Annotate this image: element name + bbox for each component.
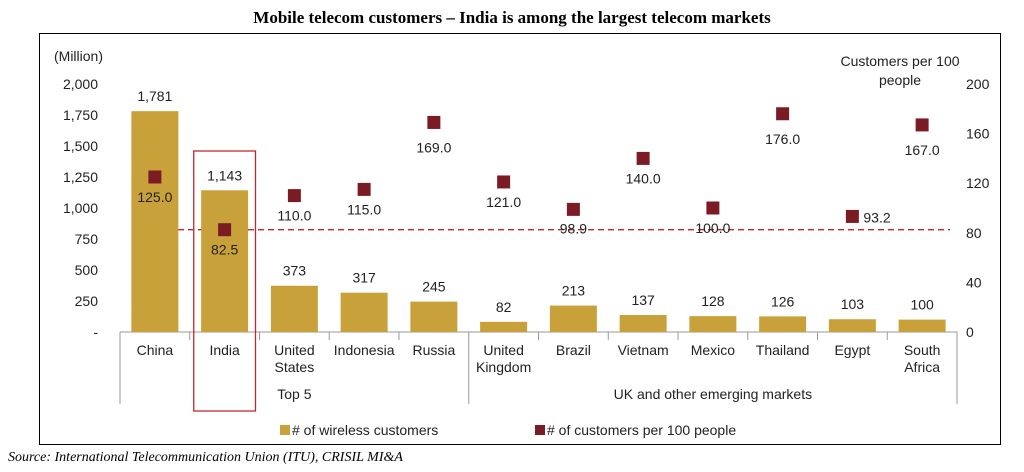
y-tick-label: 1,000 (63, 200, 98, 216)
marker-value-label: 121.0 (486, 194, 521, 210)
marker-point (357, 182, 371, 196)
bar (340, 292, 388, 332)
x-tick-label: Thailand (756, 342, 810, 358)
marker-point (218, 223, 232, 237)
x-tick-label: Russia (412, 342, 455, 358)
highlight-box (193, 150, 257, 412)
marker-value-label: 115.0 (347, 201, 381, 217)
x-tick-label: United (483, 342, 523, 358)
marker-point (915, 118, 929, 132)
y-right-tick-label: 160 (966, 126, 990, 142)
x-tick-label: Mexico (691, 342, 736, 358)
bar-value-label: 103 (841, 296, 865, 312)
bar-value-label: 1,143 (207, 167, 242, 183)
bar-value-label: 82 (496, 299, 512, 315)
x-tick-label: Brazil (556, 342, 591, 358)
bar-value-label: 137 (631, 292, 655, 308)
marker-point (566, 202, 580, 216)
x-tick-label: United (274, 342, 314, 358)
legend-swatch-bars (280, 425, 290, 435)
y-right-axis-label: people (879, 72, 921, 88)
marker-value-label: 100.0 (695, 220, 730, 236)
marker-point (845, 209, 859, 223)
y-right-axis-label: Customers per 100 (840, 53, 959, 69)
bar (270, 285, 318, 332)
bar (689, 316, 737, 332)
bar (898, 319, 946, 332)
marker-point (776, 107, 790, 121)
y-right-tick-label: 0 (966, 324, 974, 340)
legend-label: # of wireless customers (292, 422, 438, 438)
bar (410, 301, 458, 332)
y-axis-label: (Million) (54, 48, 103, 64)
chart-canvas: (Million) - 250 500 750 1,000 1,250 1,500 1,750 2… (54, 48, 990, 438)
y-tick-label: 250 (75, 293, 99, 309)
y-tick-label: 750 (75, 231, 99, 247)
marker-value-label: 93.2 (863, 209, 890, 225)
bar (759, 316, 807, 332)
y-tick-label: 1,500 (63, 138, 98, 154)
x-tick-label: States (275, 359, 315, 375)
marker-value-label: 125.0 (137, 189, 172, 205)
source-note: Source: International Telecommunication … (8, 450, 403, 465)
y-tick-label: 2,000 (63, 76, 98, 92)
marker-point (706, 201, 720, 215)
group-label: UK and other emerging markets (614, 386, 812, 402)
bar-value-label: 213 (562, 283, 586, 299)
x-tick-label: India (209, 342, 240, 358)
bar (549, 305, 597, 332)
marker-point (497, 175, 511, 189)
marker-value-label: 169.0 (416, 139, 451, 155)
marker-point (636, 151, 650, 165)
bar-value-label: 373 (283, 263, 307, 279)
x-tick-label: Egypt (834, 342, 870, 358)
marker-value-label: 98.9 (560, 220, 587, 236)
bar-value-label: 128 (701, 293, 725, 309)
y-right-tick-label: 120 (966, 175, 990, 191)
bar-value-label: 100 (910, 297, 934, 313)
marker-value-label: 176.0 (765, 131, 800, 147)
bar-value-label: 317 (352, 270, 376, 286)
bar (131, 111, 179, 332)
y-tick-label: 1,250 (63, 169, 98, 185)
bar (480, 321, 528, 332)
x-tick-label: Indonesia (334, 342, 395, 358)
y-tick-label: 1,750 (63, 107, 98, 123)
x-tick-label: South (904, 342, 941, 358)
y-right-tick-label: 40 (966, 274, 982, 290)
y-tick-label: - (93, 324, 98, 340)
marker-value-label: 140.0 (626, 170, 661, 186)
x-tick-label: China (137, 342, 174, 358)
marker-value-label: 110.0 (277, 208, 311, 224)
marker-value-label: 167.0 (905, 142, 940, 158)
marker-point (287, 189, 301, 203)
marker-point (148, 170, 162, 184)
legend-label: # of customers per 100 people (547, 422, 736, 438)
bar (201, 190, 249, 332)
chart-frame: (Million) - 250 500 750 1,000 1,250 1,500 1,750 2… (39, 33, 1001, 445)
x-tick-label: Africa (904, 359, 940, 375)
marker-value-label: 82.5 (211, 242, 238, 258)
y-right-tick-label: 200 (966, 76, 990, 92)
marker-point (427, 115, 441, 129)
bar-value-label: 1,781 (137, 88, 172, 104)
legend-swatch-markers (535, 425, 545, 435)
group-label: Top 5 (277, 386, 311, 402)
x-tick-label: Vietnam (618, 342, 669, 358)
bar (828, 319, 876, 332)
bar-value-label: 126 (771, 293, 795, 309)
chart-title: Mobile telecom customers – India is amon… (253, 8, 771, 27)
y-tick-label: 500 (75, 262, 99, 278)
x-tick-label: Kingdom (476, 359, 531, 375)
bar-value-label: 245 (422, 279, 446, 295)
y-right-tick-label: 80 (966, 225, 982, 241)
bar (619, 315, 667, 332)
